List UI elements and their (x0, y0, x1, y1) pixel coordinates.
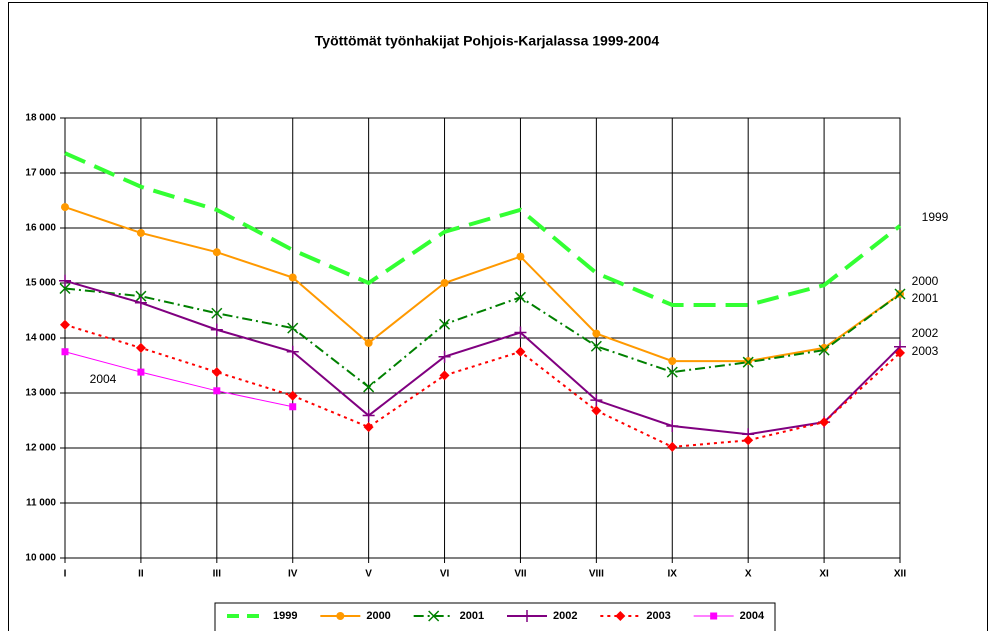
marker (363, 381, 375, 393)
x-tick-label: II (138, 569, 144, 580)
legend-label: 2001 (460, 610, 484, 622)
y-tick-label: 18 000 (25, 113, 56, 124)
marker (514, 326, 527, 339)
marker (362, 409, 375, 422)
marker (666, 366, 678, 378)
series-line (64, 351, 293, 408)
marker (590, 340, 602, 352)
marker (438, 350, 451, 363)
x-tick-label: III (213, 569, 222, 580)
x-tick-label: VII (514, 569, 526, 580)
marker (211, 367, 222, 378)
marker (439, 318, 451, 330)
marker (667, 441, 678, 452)
series-label: 1999 (922, 210, 949, 224)
marker (742, 356, 754, 368)
series-line (64, 151, 902, 307)
legend-marker (615, 611, 626, 621)
legend-label: 1999 (273, 610, 297, 622)
marker (286, 345, 299, 358)
marker (515, 346, 526, 357)
marker (60, 319, 70, 330)
marker (135, 290, 147, 302)
y-tick-label: 10 000 (25, 553, 56, 564)
marker (894, 288, 906, 300)
marker (590, 394, 603, 407)
legend-label: 2002 (553, 610, 577, 622)
legend-label: 2004 (740, 610, 765, 622)
marker (743, 435, 754, 446)
marker (59, 282, 71, 295)
series-label: 2003 (912, 344, 939, 358)
marker (668, 357, 677, 366)
marker (666, 420, 679, 432)
x-tick-label: X (745, 569, 752, 580)
legend-box (214, 602, 776, 631)
marker (210, 323, 223, 336)
x-tick-label: IV (288, 569, 298, 580)
marker (363, 422, 374, 433)
marker (439, 370, 450, 381)
series-line (64, 206, 901, 363)
legend-marker (428, 610, 440, 622)
marker (516, 252, 525, 261)
legend-label: 2000 (366, 610, 390, 622)
y-tick-label: 15 000 (25, 278, 56, 289)
marker (288, 273, 297, 282)
marker (211, 307, 223, 319)
legend: 1999 2000 2001 2002 2003 2004 (214, 602, 776, 631)
legend-marker (710, 612, 718, 620)
y-tick-label: 12 000 (25, 443, 56, 454)
marker (212, 248, 221, 257)
y-tick-label: 13 000 (25, 388, 56, 399)
series-label: 2000 (912, 274, 939, 288)
legend-label: 2003 (646, 610, 670, 622)
marker (819, 417, 830, 428)
marker (364, 338, 373, 347)
x-tick-label: VIII (589, 569, 604, 580)
series-line (64, 279, 901, 436)
marker (591, 405, 602, 416)
x-tick-label: XI (819, 569, 829, 580)
marker (287, 322, 299, 334)
y-tick-label: 11 000 (26, 498, 56, 509)
series-label: 2001 (912, 291, 939, 305)
x-tick-label: IX (668, 569, 678, 580)
x-tick-label: XII (894, 569, 906, 580)
x-tick-label: V (365, 569, 372, 580)
marker (134, 296, 147, 309)
series-label: 2002 (912, 326, 939, 340)
marker (61, 348, 69, 356)
marker (895, 347, 905, 358)
marker (744, 357, 753, 366)
marker (213, 387, 221, 395)
marker (818, 344, 830, 356)
y-tick-label: 16 000 (25, 223, 56, 234)
marker (287, 390, 298, 401)
legend-marker (336, 612, 345, 620)
marker (61, 203, 69, 212)
series-label: 2004 (90, 372, 117, 386)
x-tick-label: I (64, 569, 67, 580)
marker (514, 291, 526, 303)
marker (440, 279, 449, 287)
marker (59, 274, 71, 287)
series-line (64, 287, 901, 389)
marker (135, 342, 146, 353)
chart-title: Työttömät työnhakijat Pohjois-Karjalassa… (315, 33, 660, 49)
marker (289, 403, 297, 411)
legend-marker (521, 610, 533, 622)
x-tick-label: VI (440, 569, 450, 580)
y-tick-label: 17 000 (25, 168, 56, 179)
marker (136, 228, 145, 237)
marker (592, 329, 601, 338)
y-tick-label: 14 000 (25, 333, 56, 344)
marker (137, 368, 145, 376)
